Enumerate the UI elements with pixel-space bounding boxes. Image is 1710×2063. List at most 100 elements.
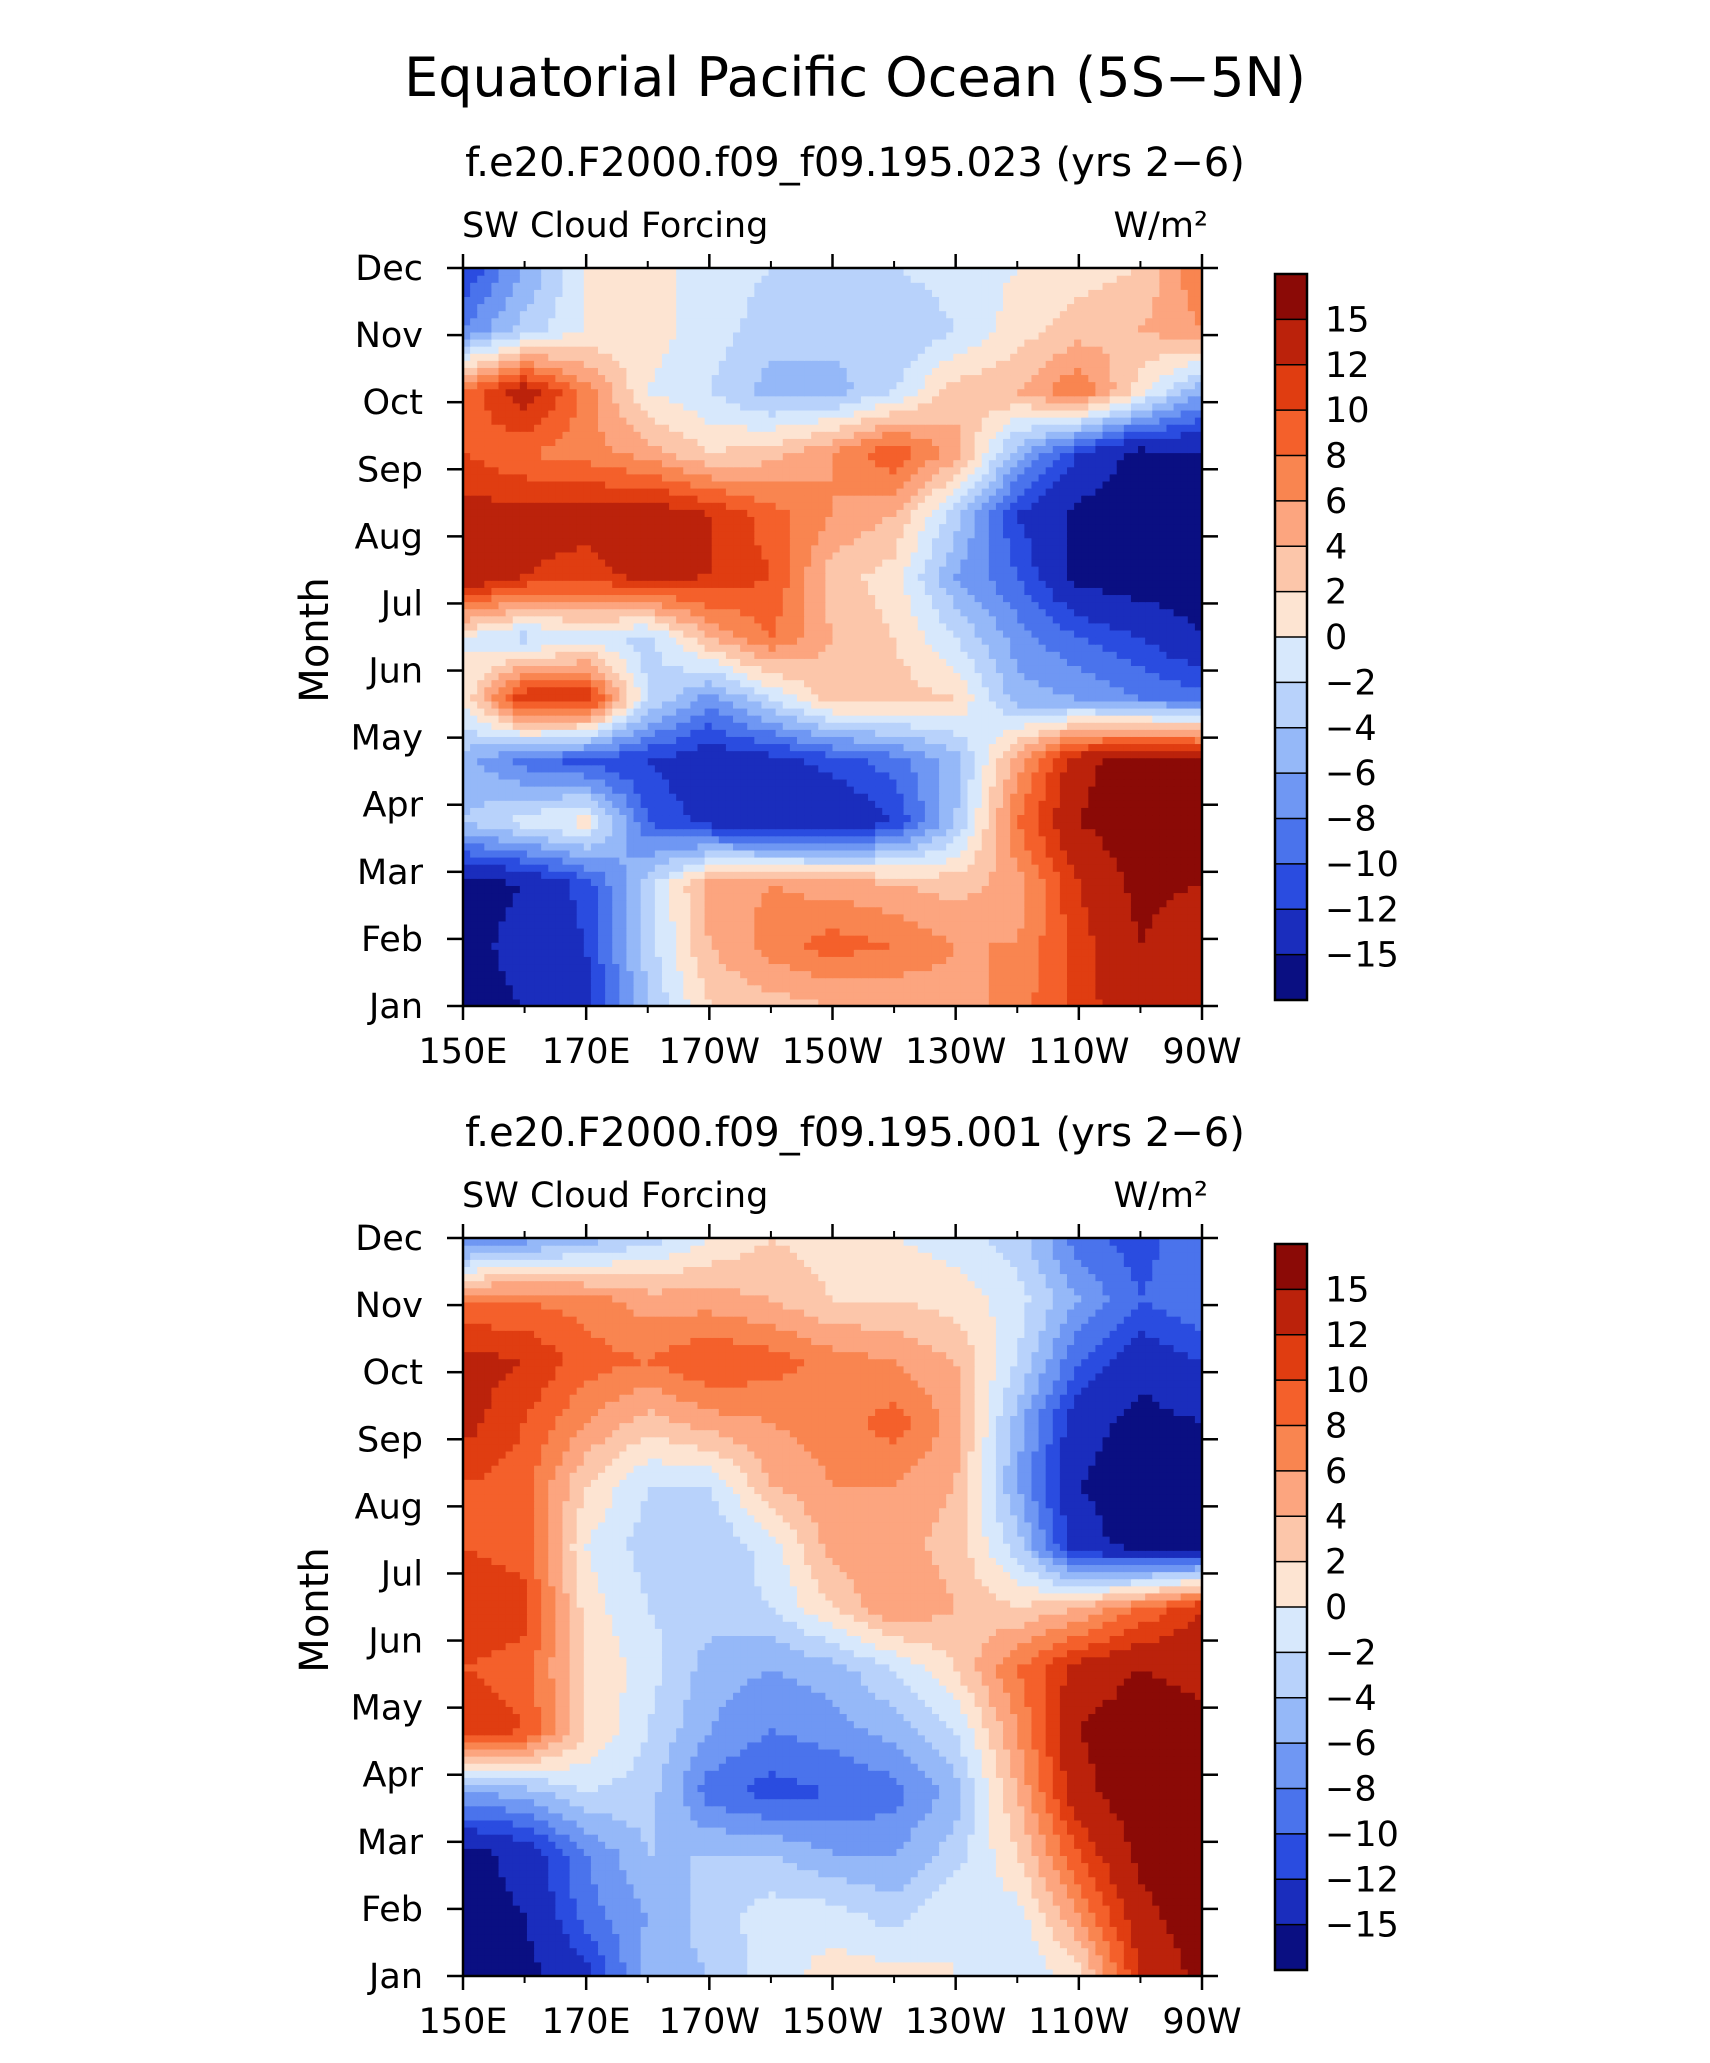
contour-cell	[839, 991, 848, 1000]
contour-cell	[981, 707, 990, 716]
contour-cell	[576, 977, 585, 986]
contour-cell	[505, 821, 514, 830]
contour-cell	[704, 665, 713, 674]
contour-cell	[526, 665, 535, 674]
contour-cell	[974, 722, 983, 730]
contour-cell	[491, 935, 500, 943]
contour-cell	[910, 871, 919, 879]
contour-cell	[1159, 828, 1168, 837]
contour-cell	[661, 878, 670, 886]
contour-cell	[733, 935, 741, 943]
contour-cell	[789, 942, 798, 950]
contour-cell	[953, 892, 962, 901]
contour-cell	[733, 707, 741, 716]
contour-cell	[995, 935, 1004, 943]
contour-cell	[669, 842, 677, 851]
contour-cell	[825, 807, 834, 816]
contour-cell	[1159, 970, 1168, 979]
contour-cell	[576, 793, 585, 801]
contour-cell	[1152, 970, 1160, 979]
contour-cell	[1173, 729, 1182, 737]
contour-cell	[1095, 821, 1104, 830]
contour-cell	[939, 842, 947, 851]
contour-cell	[789, 686, 798, 695]
contour-cell	[917, 743, 926, 752]
contour-cell	[733, 991, 741, 1000]
contour-cell	[1088, 700, 1097, 709]
contour-cell	[590, 686, 599, 695]
contour-cell	[512, 892, 521, 901]
contour-cell	[1123, 729, 1132, 737]
contour-cell	[796, 693, 805, 702]
contour-cell	[868, 963, 876, 972]
contour-cell	[917, 842, 926, 851]
contour-cell	[846, 793, 855, 801]
contour-cell	[590, 821, 599, 830]
contour-cell	[526, 963, 535, 972]
contour-cell	[1130, 821, 1139, 830]
contour-cell	[917, 693, 926, 702]
contour-cell	[839, 906, 848, 915]
contour-cell	[1045, 920, 1054, 929]
contour-cell	[562, 963, 571, 972]
contour-cell	[981, 771, 990, 780]
contour-cell	[619, 942, 628, 950]
contour-cell	[1166, 757, 1175, 766]
contour-cell	[1152, 665, 1160, 674]
contour-cell	[676, 885, 684, 894]
contour-cell	[484, 864, 493, 872]
contour-cell	[1109, 878, 1118, 886]
contour-cell	[1102, 970, 1111, 979]
contour-cell	[811, 984, 819, 993]
contour-cell	[718, 864, 727, 872]
contour-cell	[1031, 793, 1040, 801]
contour-cell	[505, 998, 514, 1007]
contour-cell	[939, 771, 947, 780]
contour-cell	[768, 729, 777, 737]
contour-cell	[669, 963, 677, 972]
contour-cell	[1088, 899, 1097, 908]
contour-cell	[661, 679, 670, 688]
contour-cell	[1003, 800, 1011, 808]
contour-cell	[1123, 722, 1132, 730]
contour-cell	[924, 736, 933, 745]
contour-cell	[1017, 736, 1025, 745]
contour-cell	[498, 885, 507, 894]
contour-cell	[526, 998, 535, 1007]
contour-cell	[676, 707, 684, 716]
contour-cell	[1095, 800, 1104, 808]
contour-cell	[1109, 793, 1118, 801]
contour-cell	[974, 764, 983, 773]
contour-cell	[1152, 920, 1160, 929]
contour-cell	[718, 998, 727, 1007]
contour-cell	[626, 977, 635, 986]
contour-cell	[612, 757, 620, 766]
contour-cell	[995, 963, 1004, 972]
contour-cell	[782, 970, 791, 979]
contour-cell	[519, 885, 528, 894]
contour-cell	[548, 856, 556, 865]
contour-cell	[981, 700, 990, 709]
contour-cell	[754, 764, 763, 773]
contour-cell	[463, 828, 471, 837]
contour-cell	[924, 942, 933, 950]
contour-cell	[576, 984, 585, 993]
contour-cell	[839, 729, 848, 737]
contour-cell	[512, 757, 521, 766]
contour-cell	[676, 899, 684, 908]
contour-cell	[626, 942, 635, 950]
contour-cell	[747, 906, 755, 915]
contour-cell	[1138, 800, 1146, 808]
contour-cell	[711, 693, 720, 702]
contour-cell	[555, 871, 564, 879]
contour-cell	[690, 942, 699, 950]
contour-cell	[917, 729, 926, 737]
contour-cell	[718, 814, 727, 823]
contour-cell	[889, 778, 898, 787]
contour-cell	[1066, 977, 1075, 986]
contour-cell	[832, 764, 841, 773]
contour-cell	[562, 991, 571, 1000]
contour-cell	[534, 778, 542, 787]
contour-cell	[484, 970, 493, 979]
contour-cell	[697, 856, 706, 865]
